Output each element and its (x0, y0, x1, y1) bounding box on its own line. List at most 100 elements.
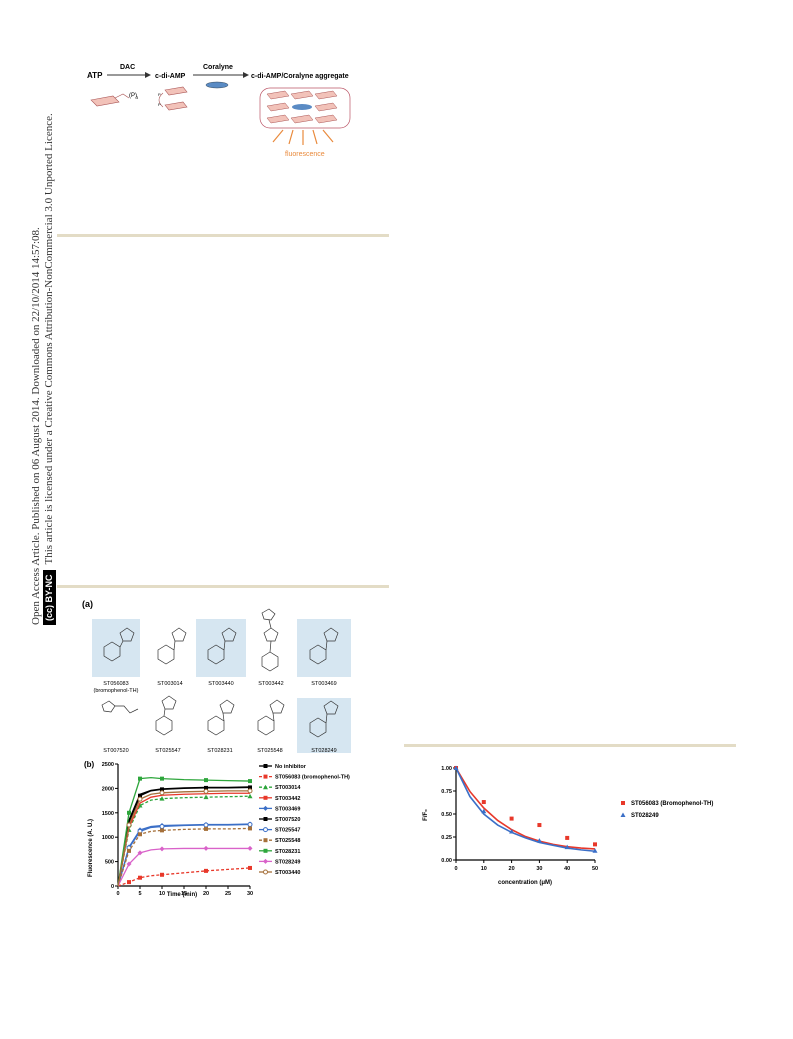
chart-b-point (248, 826, 252, 831)
chart-b-legend-label: ST003469 (275, 806, 300, 812)
chart-c-xtick: 30 (536, 866, 542, 872)
chart-c-xtick: 40 (564, 866, 570, 872)
svg-text:3: 3 (136, 95, 139, 100)
scheme-label-aggregate: c-di-AMP/Coralyne aggregate (251, 73, 349, 80)
compound-label-bromophenol-th: (bromophenol-TH) (94, 688, 139, 694)
chart-b-point (137, 796, 143, 802)
chart-c-axes (455, 768, 595, 861)
scheme-label-dac: DAC (120, 64, 135, 71)
chart-b-ytick: 1500 (102, 811, 114, 817)
chart-b-point (126, 822, 132, 828)
chart-b-xlabel: Time (min) (167, 892, 197, 898)
panel-b-label: (b) (84, 760, 95, 769)
svg-text:P: P (158, 102, 161, 107)
reaction-scheme: ATP DAC c-di-AMP Coralyne c-di-AMP/Coral… (87, 64, 351, 158)
scheme-label-cdiamp: c-di-AMP (155, 73, 186, 80)
chart-b-series-line (117, 867, 251, 887)
chart-b-point (127, 810, 131, 815)
compound-label-st056083: ST056083 (103, 681, 128, 687)
aggregate-stack (259, 87, 351, 129)
chart-b-legend-label: ST007520 (275, 817, 300, 823)
chart-b-point (204, 826, 208, 831)
chart-c-point (565, 835, 570, 840)
chart-c-ylabel: F/F₀ (423, 809, 429, 821)
panel-a-label: (a) (82, 599, 93, 609)
chart-b-point (248, 865, 252, 870)
chart-b-point (160, 828, 164, 833)
chart-c-point (509, 828, 515, 834)
chart-b-series-line (117, 786, 251, 887)
highlight-box-st003469 (297, 619, 351, 677)
license-sidebar: Open Access Article. Published on 06 Aug… (0, 0, 56, 640)
chart-b-legend-marker (263, 805, 268, 811)
chart-b-point (159, 846, 165, 852)
section-divider-3 (404, 744, 736, 747)
chart-c-legend-marker (620, 812, 626, 817)
scheme-label-atp: ATP (87, 71, 103, 80)
scheme-label-fluorescence: fluorescence (285, 151, 325, 158)
highlight-box-st028249 (297, 698, 351, 753)
chart-b-point (204, 778, 208, 783)
chart-b-point (160, 872, 164, 877)
chart-c-xtick: 50 (592, 866, 598, 872)
section-divider-2 (57, 585, 389, 588)
chart-b-legend-label: ST028249 (275, 859, 300, 865)
svg-text:P: P (158, 92, 161, 97)
chart-b-legend-marker (263, 784, 268, 790)
chart-b-point (203, 822, 209, 828)
compound-label-st003440: ST003440 (208, 681, 233, 687)
compound-label-st007520: ST007520 (103, 748, 128, 754)
chart-b-xtick: 20 (203, 891, 209, 897)
chart-b-ylabel: Fluorescence (A. U.) (88, 819, 94, 877)
chart-b-point (137, 850, 143, 856)
chart-b-point (203, 794, 209, 800)
chart-b-xtick: 30 (247, 891, 253, 897)
chart-c-point (592, 848, 598, 853)
chart-c-legend-marker (621, 801, 625, 805)
chart-b-xtick: 5 (138, 891, 141, 897)
chart-c-point (593, 842, 597, 847)
chart-b-series-line (117, 827, 251, 887)
chart-b-legend-marker (263, 795, 268, 800)
compound-label-st025547: ST025547 (155, 748, 180, 754)
chart-c-xlabel: concentration (μM) (498, 880, 552, 886)
chart-c-ytick: 1.00 (441, 766, 452, 772)
chart-b-point (159, 823, 165, 829)
chart-c-point (536, 838, 542, 843)
atp-plate (90, 95, 120, 107)
chart-b-xtick: 10 (159, 891, 165, 897)
compound-structures-panel: (a) ST056083 (br (82, 599, 351, 754)
chart-b-series-line (117, 792, 250, 887)
chart-b-point (247, 822, 253, 828)
chart-b-point (203, 788, 209, 794)
compound-label-st028249: ST028249 (311, 748, 336, 754)
chart-b-legend-label: No inhibitor (275, 764, 307, 770)
chart-b-legend-marker (263, 869, 268, 875)
scheme-label-coralyne: Coralyne (203, 64, 233, 71)
chart-b-ytick: 2500 (102, 762, 114, 768)
fluorescence-arrows (272, 129, 334, 145)
chart-c-ytick: 0.25 (441, 835, 452, 841)
chart-b-point (204, 868, 208, 873)
chart-b-point (203, 845, 209, 851)
chart-b-legend-label: ST003440 (275, 870, 300, 876)
chart-c-xtick: 10 (481, 866, 487, 872)
fluorescence-timecourse-chart: (b) Fluorescence (A. U.) Time (min) 0 500… (84, 760, 350, 898)
chart-b-ytick: 2000 (102, 786, 114, 792)
chart-b-legend-marker (263, 848, 268, 853)
chart-b-point (247, 845, 253, 851)
sidebar-publication-line: Open Access Article. Published on 06 Aug… (30, 227, 42, 625)
chart-b-legend-marker (263, 774, 268, 779)
chart-c-point (564, 844, 570, 850)
svg-text:(P): (P) (129, 93, 137, 99)
chart-b-xtick: 15 (181, 891, 187, 897)
chart-c-fit-curve (455, 767, 596, 853)
chart-b-series-line (117, 786, 251, 887)
concentration-response-chart: F/F₀ concentration (μM) 0.00 0.25 0.50 0.75… (423, 765, 713, 886)
chart-c-point (509, 816, 514, 821)
chart-b-point (138, 832, 142, 837)
chart-b-legend-marker (263, 764, 268, 768)
chart-b-legend-label: ST025548 (275, 838, 300, 844)
chart-b-legend-label: ST003014 (275, 785, 301, 791)
chart-c-point (537, 823, 542, 828)
